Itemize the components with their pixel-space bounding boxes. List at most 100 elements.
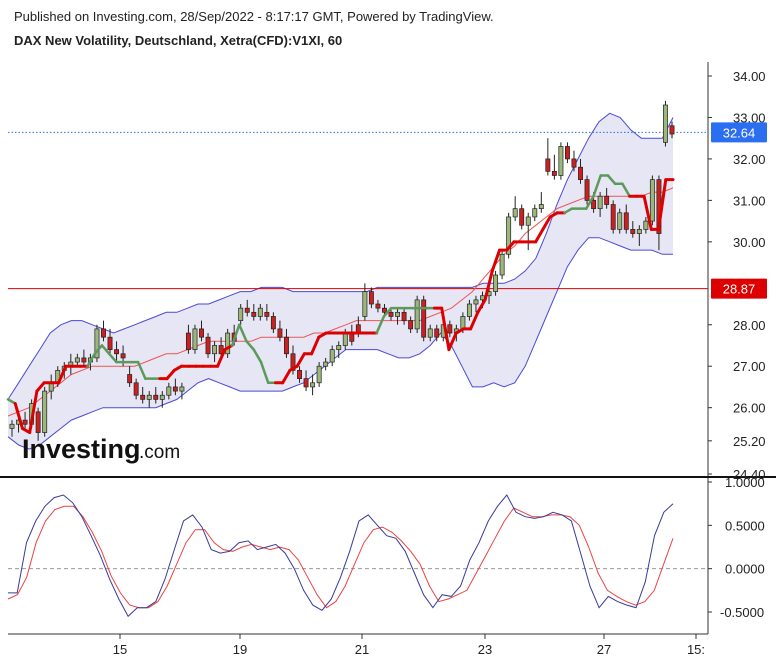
candle xyxy=(127,366,133,387)
candle-body xyxy=(499,253,505,276)
candle-body xyxy=(558,146,564,176)
y-tick-label: 25.20 xyxy=(733,434,766,449)
osc-tick-label: 1.0000 xyxy=(725,475,765,490)
candle xyxy=(81,349,87,367)
candle-body xyxy=(140,394,146,400)
level-tag-label: 28.87 xyxy=(723,282,756,297)
candle-body xyxy=(525,216,531,226)
candle xyxy=(545,138,551,176)
supertrend-segment xyxy=(281,368,292,385)
candle-body xyxy=(578,166,583,180)
candle-body xyxy=(395,311,400,317)
candle xyxy=(264,304,270,321)
y-tick-label: 32.00 xyxy=(733,152,766,167)
candle xyxy=(270,312,276,334)
supertrend-segment xyxy=(621,182,631,198)
candle-body xyxy=(297,370,302,379)
candle-body xyxy=(519,208,525,226)
candle xyxy=(512,196,518,222)
band-upper-line xyxy=(7,112,674,400)
candle xyxy=(74,353,80,367)
candle xyxy=(153,386,159,404)
investing-logo: Investing .com xyxy=(22,434,180,464)
candle-body xyxy=(212,345,218,355)
candle xyxy=(225,328,231,358)
candle xyxy=(205,333,211,358)
candle-body xyxy=(159,394,165,400)
candle-body xyxy=(584,179,590,201)
candle xyxy=(551,154,557,180)
supertrend-segment xyxy=(57,364,68,385)
candles xyxy=(9,100,675,441)
candle xyxy=(251,304,257,321)
supertrend-segment xyxy=(375,315,386,335)
supertrend-segment xyxy=(541,215,552,231)
supertrend-segment xyxy=(295,352,306,368)
candle-body xyxy=(329,349,335,363)
candle-body xyxy=(368,291,374,305)
candle-body xyxy=(225,332,231,355)
osc-tick-label: 0.0000 xyxy=(725,562,765,577)
candle-body xyxy=(610,204,616,230)
supertrend-segment xyxy=(165,368,176,381)
bollinger-band xyxy=(7,112,674,450)
supertrend-segment xyxy=(592,174,602,198)
band-lower-line xyxy=(7,237,673,450)
candle xyxy=(159,391,165,408)
candle-body xyxy=(643,220,649,230)
supertrend-segment xyxy=(238,323,248,343)
candle xyxy=(395,308,400,325)
candle xyxy=(42,386,48,437)
x-tick-label: 15 xyxy=(113,642,127,657)
y-tick-label: 24.40 xyxy=(733,467,766,482)
candle-body xyxy=(185,332,191,350)
candle-body xyxy=(493,274,499,292)
x-tick-label: 27 xyxy=(597,642,611,657)
candle-body xyxy=(401,311,407,321)
supertrend-segment xyxy=(469,310,480,331)
candle-body xyxy=(466,303,472,317)
logo-text-sub: .com xyxy=(139,442,180,463)
candle xyxy=(506,212,512,259)
supertrend-segment xyxy=(563,207,574,215)
candle-body xyxy=(179,386,185,392)
candle-body xyxy=(316,365,322,384)
candle xyxy=(538,192,544,213)
candle-body xyxy=(192,328,198,350)
candle xyxy=(493,270,499,296)
candle-body xyxy=(434,328,440,338)
band-fill xyxy=(8,113,673,450)
candle-body xyxy=(218,345,224,355)
candle xyxy=(447,320,453,338)
candle-body xyxy=(538,204,544,210)
supertrend-segment xyxy=(483,269,494,302)
candle xyxy=(558,142,564,180)
candle xyxy=(617,208,623,234)
supertrend-segment xyxy=(136,360,147,380)
candle xyxy=(408,316,414,334)
candle-body xyxy=(114,349,120,355)
candle xyxy=(571,150,577,172)
candle-body xyxy=(597,195,603,210)
candle-body xyxy=(571,158,577,168)
supertrend-segment xyxy=(534,227,545,244)
candle xyxy=(636,225,642,246)
candle-body xyxy=(107,336,113,350)
candle xyxy=(107,328,113,354)
candle-body xyxy=(284,336,289,355)
candle-body xyxy=(382,307,387,313)
candle xyxy=(362,283,368,321)
candle-body xyxy=(591,200,597,210)
supertrend-segment xyxy=(28,389,39,435)
y-tick-label: 28.00 xyxy=(733,318,766,333)
level-line-group xyxy=(8,131,708,290)
candle-body xyxy=(336,345,342,350)
supertrend-segment xyxy=(447,331,458,352)
osc-tick-label: -0.5000 xyxy=(720,605,764,620)
candle-body xyxy=(388,311,394,317)
candle-body xyxy=(290,353,296,371)
candle xyxy=(199,320,204,342)
candle-body xyxy=(421,299,427,338)
candle-body xyxy=(532,208,538,218)
